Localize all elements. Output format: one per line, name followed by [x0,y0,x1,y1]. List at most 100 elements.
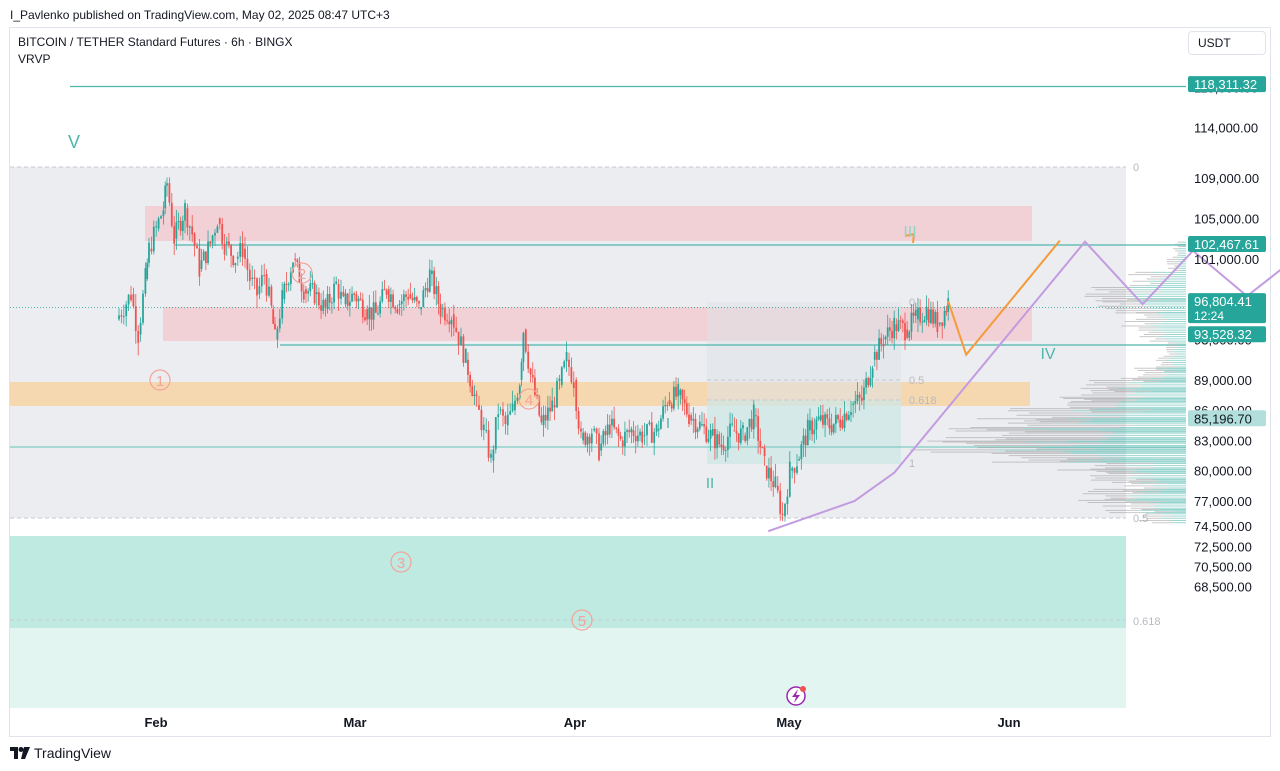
candle [276,326,279,349]
candle [529,367,532,383]
candle [617,424,620,447]
projection-path-orange [947,240,1061,357]
candle [415,295,418,308]
candle [134,293,137,344]
candle [162,201,165,225]
candle [328,286,331,311]
candle [828,407,831,435]
candle [531,362,534,383]
candle [668,391,671,407]
candle [860,385,863,406]
candle [258,277,261,300]
fib-label-0618: 0.618 [1133,616,1161,628]
fib-label-s0: 0 [909,297,915,309]
candle [433,266,436,300]
candle [366,305,369,326]
candle [694,413,697,440]
candle [788,451,791,498]
candle [598,427,600,462]
symbol-title: BITCOIN / TETHER Standard Futures · 6h ·… [18,35,293,49]
wave-label-II: II [706,475,714,492]
candle [852,401,855,418]
wave-circle-4: 4 [518,388,540,410]
candle [584,431,587,448]
candle [177,212,180,230]
candle [298,256,301,284]
candle [830,413,833,436]
svg-text:118,311.32: 118,311.32 [1194,77,1257,92]
candle [241,231,244,266]
candle [170,192,173,228]
candle [471,379,474,397]
candle [798,456,801,461]
candle [118,308,120,321]
wave-circle-1: 1 [149,369,171,391]
candle [897,308,900,333]
candle [632,421,635,443]
candle [595,427,598,445]
candle [806,413,809,446]
indicator-label[interactable]: VRVP [18,52,51,66]
candle [703,413,706,435]
candle [385,288,388,300]
candle [244,236,246,268]
candle [516,393,519,405]
candle [142,289,144,326]
candle [457,331,460,355]
wave-circle-2: 2 [291,262,313,284]
candle [834,407,837,433]
candle [435,277,438,306]
arrow-head-icon [904,232,916,244]
candle [204,251,207,271]
candle [420,306,423,316]
candle [260,264,263,293]
candle [602,428,605,447]
currency-button[interactable]: USDT [1188,31,1266,55]
candle [239,236,242,263]
candle [675,377,677,401]
candle [722,435,725,456]
candle [679,388,682,405]
level-lines [10,85,1186,448]
candle [383,279,386,291]
candle [558,374,561,390]
candle [155,220,158,237]
svg-text:1: 1 [156,373,164,390]
candle [945,305,948,316]
candle [387,285,390,309]
candle [593,425,596,433]
candle [624,421,626,457]
candle [418,300,420,309]
candle [811,417,814,441]
candle [863,380,865,410]
candle [455,316,458,333]
svg-text:4: 4 [525,392,533,409]
candle [636,424,639,447]
candle [520,358,523,387]
candle [802,428,805,458]
candle [653,428,656,456]
candle [370,307,373,331]
candle [698,415,701,432]
candle [815,416,818,440]
candle [882,334,885,359]
candle [582,427,585,445]
candle [718,431,721,448]
y-tick-label: 101,000.00 [1194,252,1259,267]
candle [372,291,375,330]
candle [168,177,171,207]
candle [826,408,829,426]
candle [577,407,580,435]
candle [218,217,221,230]
candle [357,295,360,310]
candle [400,294,403,316]
candle [422,285,425,308]
lightning-event-icon[interactable] [786,686,806,706]
candle [800,440,803,470]
candle [485,418,488,434]
candle [285,272,288,293]
candle [130,286,132,303]
candle [925,295,928,326]
candle [938,322,941,327]
